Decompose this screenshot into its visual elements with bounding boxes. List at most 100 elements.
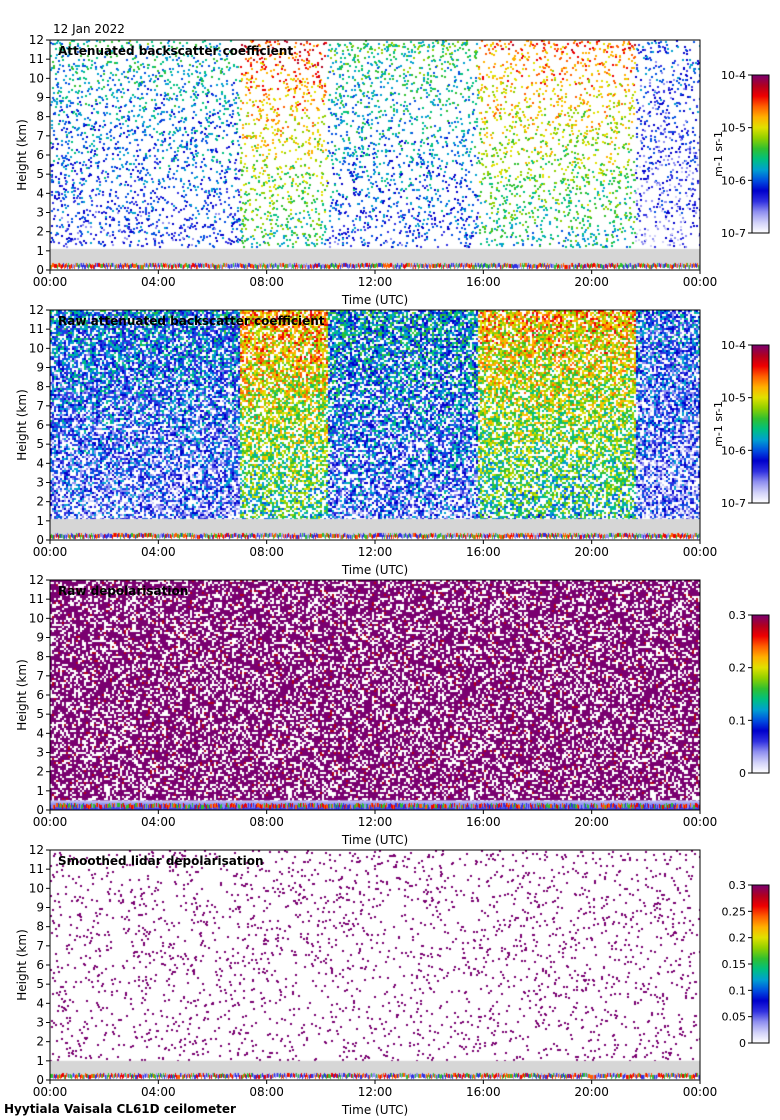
x-tick-label: 08:00 [249,545,284,559]
heatmap-raster [50,580,700,810]
colorbar [751,74,770,234]
colorbar-label: 0 [739,1037,746,1050]
panel-title: Raw attenuated backscatter coefficient [58,314,325,328]
x-tick-label: 00:00 [683,815,718,829]
y-tick-label: 1 [36,1054,44,1068]
y-tick-label: 3 [36,206,44,220]
colorbar-label: 0.2 [729,662,747,675]
y-tick-label: 2 [36,225,44,239]
x-axis-label: Time (UTC) [341,293,408,307]
y-tick-label: 9 [36,901,44,915]
y-axis-label: Height (km) [15,929,29,1000]
y-tick-label: 11 [29,592,44,606]
y-tick-label: 5 [36,707,44,721]
colorbar-label: 0.25 [722,905,747,918]
y-tick-label: 10 [29,881,44,895]
x-tick-label: 08:00 [249,275,284,289]
colorbar [751,614,770,774]
x-axis-label: Time (UTC) [341,563,408,577]
y-tick-label: 5 [36,437,44,451]
colorbar-label: 10-4 [721,69,746,82]
x-tick-label: 20:00 [574,1085,609,1099]
footer-caption: Hyytiala Vaisala CL61D ceilometer [4,1102,236,1116]
y-tick-label: 8 [36,650,44,664]
colorbar-label: 10-5 [721,122,746,135]
y-tick-label: 2 [36,495,44,509]
y-tick-label: 12 [29,573,44,587]
y-tick-label: 3 [36,746,44,760]
x-axis-label: Time (UTC) [341,1103,408,1117]
panel-title: Attenuated backscatter coefficient [58,44,293,58]
y-tick-label: 12 [29,843,44,857]
y-tick-label: 4 [36,186,44,200]
x-tick-label: 00:00 [683,545,718,559]
x-tick-label: 04:00 [141,815,176,829]
x-tick-label: 04:00 [141,1085,176,1099]
x-axis-label: Time (UTC) [341,833,408,847]
y-tick-label: 5 [36,167,44,181]
y-tick-label: 11 [29,862,44,876]
x-tick-label: 00:00 [33,275,68,289]
colorbar-label: 0.05 [722,1011,747,1024]
y-tick-label: 4 [36,726,44,740]
x-tick-label: 16:00 [466,815,501,829]
y-tick-label: 0 [36,263,44,277]
y-tick-label: 12 [29,33,44,47]
y-tick-label: 0 [36,803,44,817]
y-axis-label: Height (km) [15,389,29,460]
colorbar-unit: m-1 sr-1 [712,401,725,447]
colorbar [751,884,770,1044]
x-tick-label: 08:00 [249,815,284,829]
y-tick-label: 8 [36,380,44,394]
y-tick-label: 8 [36,920,44,934]
y-tick-label: 0 [36,533,44,547]
x-tick-label: 00:00 [33,545,68,559]
colorbar-label: 0 [739,767,746,780]
colorbar-label: 0.3 [729,879,747,892]
y-tick-label: 12 [29,303,44,317]
x-tick-label: 04:00 [141,545,176,559]
panel-title: Smoothed lidar depolarisation [58,854,264,868]
colorbar-unit: m-1 sr-1 [712,131,725,177]
y-tick-label: 2 [36,765,44,779]
x-tick-label: 00:00 [683,1085,718,1099]
y-tick-label: 10 [29,341,44,355]
y-tick-label: 6 [36,958,44,972]
y-tick-label: 7 [36,129,44,143]
date-label: 12 Jan 2022 [53,22,125,36]
y-tick-label: 7 [36,669,44,683]
x-tick-label: 20:00 [574,275,609,289]
y-axis-label: Height (km) [15,659,29,730]
colorbar-label: 0.1 [729,714,747,727]
y-tick-label: 5 [36,977,44,991]
y-tick-label: 3 [36,476,44,490]
y-tick-label: 2 [36,1035,44,1049]
x-tick-label: 00:00 [683,275,718,289]
colorbar-label: 10-6 [721,444,746,457]
x-tick-label: 12:00 [358,815,393,829]
heatmap-raster [50,40,700,270]
y-tick-label: 1 [36,514,44,528]
y-tick-label: 6 [36,688,44,702]
colorbar-label: 10-5 [721,392,746,405]
colorbar-label: 10-6 [721,174,746,187]
y-tick-label: 1 [36,784,44,798]
y-tick-label: 9 [36,361,44,375]
y-tick-label: 0 [36,1073,44,1087]
x-tick-label: 00:00 [33,1085,68,1099]
colorbar-label: 10-4 [721,339,746,352]
y-tick-label: 6 [36,418,44,432]
colorbar-label: 0.15 [722,958,747,971]
x-tick-label: 12:00 [358,545,393,559]
y-tick-label: 7 [36,399,44,413]
panel-title: Raw depolarisation [58,584,188,598]
y-tick-label: 10 [29,71,44,85]
y-tick-label: 8 [36,110,44,124]
y-tick-label: 10 [29,611,44,625]
